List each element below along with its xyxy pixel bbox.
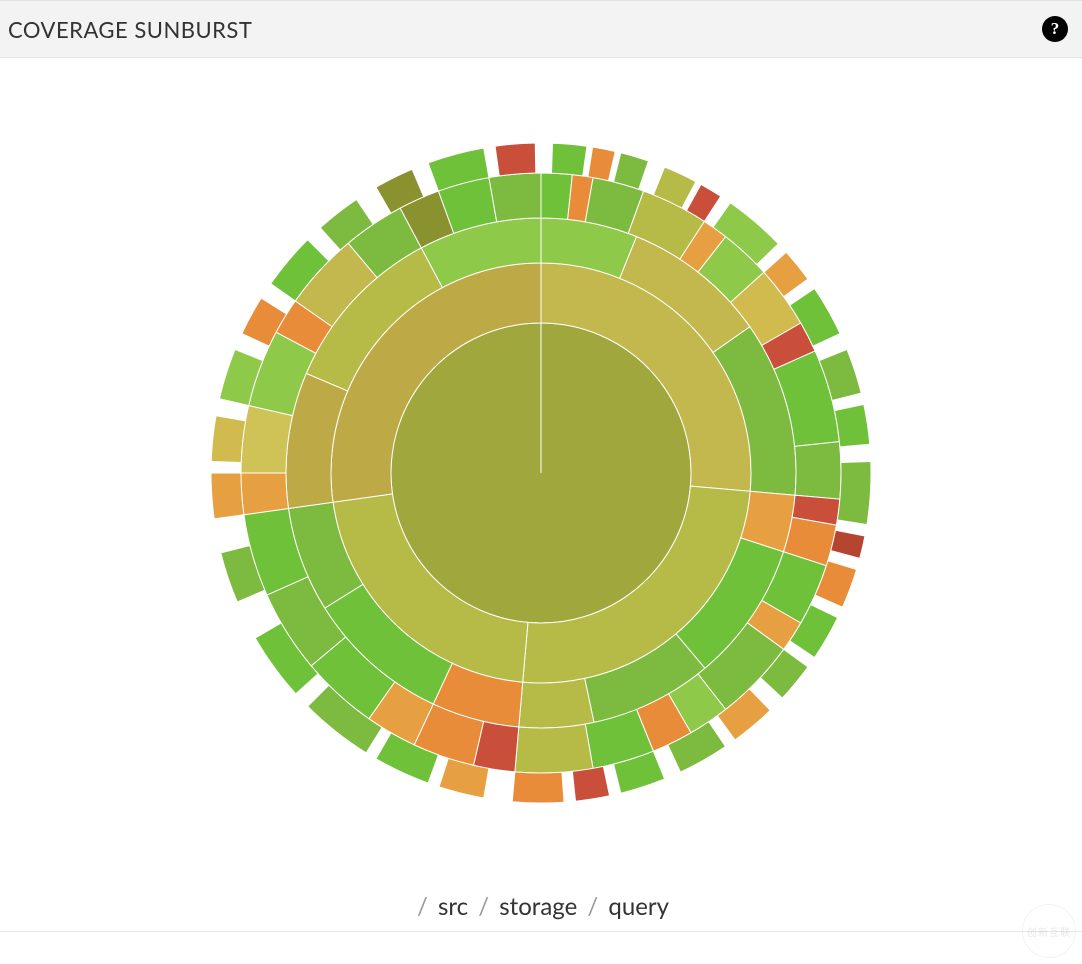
sunburst-arc[interactable] (837, 461, 871, 524)
sunburst-arc[interactable] (515, 724, 593, 773)
sunburst-arc[interactable] (211, 473, 244, 519)
help-icon[interactable]: ? (1042, 16, 1068, 42)
breadcrumb-part[interactable]: query (608, 892, 669, 921)
sunburst-arc[interactable] (512, 772, 564, 803)
breadcrumb-part[interactable]: src (438, 892, 468, 921)
watermark-logo: 创新互联 (1022, 904, 1076, 958)
breadcrumb-sep: / (474, 892, 493, 921)
sunburst-arc[interactable] (834, 404, 869, 446)
panel-header: COVERAGE SUNBURST ? (0, 0, 1082, 58)
sunburst-chart[interactable] (131, 73, 951, 873)
sunburst-arc[interactable] (495, 143, 536, 176)
breadcrumb-sep: / (413, 892, 432, 921)
sunburst-arc[interactable] (489, 173, 541, 222)
sunburst-arc[interactable] (519, 678, 594, 728)
footer-divider (0, 931, 1082, 932)
sunburst-arc[interactable] (795, 442, 841, 500)
sunburst-arc[interactable] (391, 323, 691, 623)
breadcrumb-sep: / (583, 892, 602, 921)
breadcrumb: / src / storage / query (0, 888, 1082, 931)
sunburst-arc[interactable] (831, 530, 865, 558)
sunburst-arc[interactable] (551, 143, 586, 176)
sunburst-container (0, 58, 1082, 888)
sunburst-arc[interactable] (241, 473, 288, 515)
breadcrumb-part[interactable]: storage (499, 892, 577, 921)
sunburst-arc[interactable] (541, 173, 572, 219)
panel-title: COVERAGE SUNBURST (8, 16, 252, 43)
sunburst-arc[interactable] (241, 406, 293, 473)
sunburst-arc[interactable] (211, 416, 245, 463)
sunburst-arc[interactable] (588, 147, 615, 181)
sunburst-arc[interactable] (572, 766, 609, 801)
